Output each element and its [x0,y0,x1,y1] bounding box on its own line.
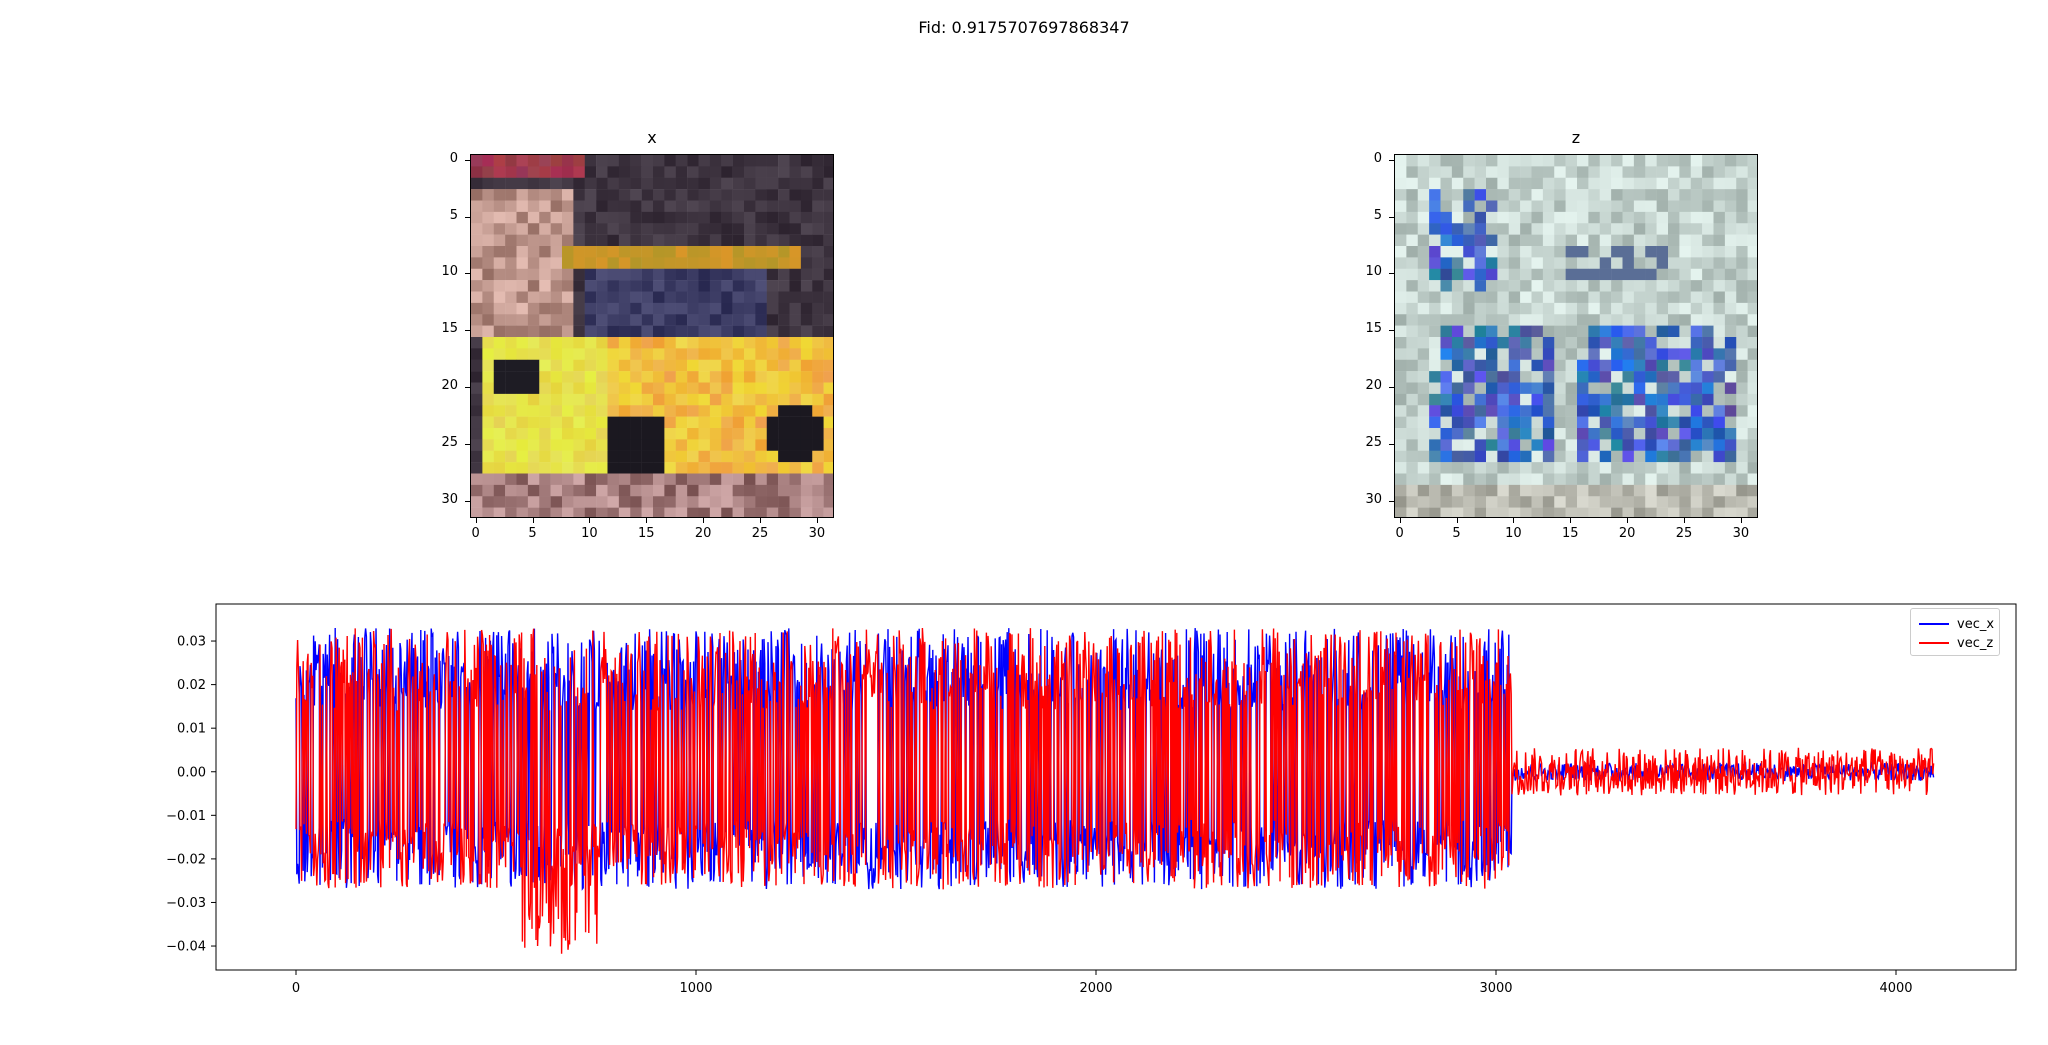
legend-label-vec-z: vec_z [1957,635,1994,651]
ytick-label: −0.03 [166,896,206,911]
xtick-x-30: 30 [808,526,826,541]
xtick-z-15: 15 [1562,526,1579,541]
xtick-z-5: 5 [1452,526,1461,541]
xtick-mark-z-5 [1456,518,1458,523]
xtick-mark-z-0 [1399,518,1401,523]
legend-swatch-vec-z [1919,642,1949,644]
xtick-x-10: 10 [581,526,598,541]
ytick-z-20: 20 [1365,378,1382,394]
ytick-x-0: 0 [449,150,458,166]
ytick-x-10: 10 [441,264,458,280]
image-z [1394,154,1758,518]
ytick-mark-z-0 [1389,159,1394,161]
xtick-z-0: 0 [1395,526,1404,541]
ytick-mark-x-20 [465,387,470,389]
xtick-z-30: 30 [1732,526,1750,541]
ytick-x-15: 15 [441,321,458,337]
xtick-mark-z-25 [1684,518,1686,523]
ytick-x-25: 25 [441,435,458,451]
xtick-label: 2000 [1079,981,1112,996]
xtick-label: 3000 [1479,981,1512,996]
ytick-mark-x-10 [465,273,470,275]
xtick-z-20: 20 [1618,526,1636,541]
ytick-label: 0.02 [177,678,206,693]
ytick-x-30: 30 [441,491,458,507]
xtick-mark-z-20 [1627,518,1629,523]
xtick-label: 0 [292,981,300,996]
xtick-x-25: 25 [751,526,769,541]
image-panel-x: x 0 0 5 5 10 10 15 15 20 20 25 25 30 30 [441,128,834,541]
ytick-z-25: 25 [1365,435,1382,451]
ytick-mark-z-15 [1389,330,1394,332]
image-title-x: x [647,128,657,147]
ytick-mark-z-10 [1389,273,1394,275]
ytick-mark-x-25 [465,444,470,446]
xtick-x-15: 15 [638,526,655,541]
xtick-mark-x-0 [475,518,477,523]
image-panel-z: z 0 0 5 5 10 10 15 15 20 20 25 25 30 30 [1365,128,1758,541]
ytick-mark-z-30 [1389,500,1394,502]
ytick-mark-x-0 [465,159,470,161]
xtick-mark-x-20 [703,518,705,523]
ytick-label: −0.04 [166,940,206,955]
ytick-mark-z-20 [1389,387,1394,389]
xtick-x-5: 5 [528,526,537,541]
ytick-label: 0.00 [177,765,206,780]
ytick-z-10: 10 [1365,264,1382,280]
ytick-z-0: 0 [1373,150,1382,166]
ytick-z-30: 30 [1365,491,1382,507]
ytick-x-5: 5 [449,207,458,223]
ytick-z-5: 5 [1373,207,1382,223]
xtick-mark-x-30 [816,518,818,523]
xtick-mark-z-10 [1513,518,1515,523]
legend: vec_x vec_z [1910,608,2000,656]
legend-item-vec-x: vec_x [1919,615,1994,633]
ytick-label: 0.01 [177,722,206,737]
xtick-mark-x-10 [589,518,591,523]
xtick-mark-z-30 [1740,518,1742,523]
figure-title: Fid: 0.9175707697868347 [918,18,1130,37]
ytick-mark-z-25 [1389,444,1394,446]
ytick-x-20: 20 [441,378,458,394]
ytick-mark-z-5 [1389,216,1394,218]
ytick-mark-x-30 [465,500,470,502]
xtick-mark-x-25 [760,518,762,523]
xtick-z-10: 10 [1505,526,1522,541]
ytick-label: −0.02 [166,852,206,867]
xtick-mark-x-15 [646,518,648,523]
ytick-label: 0.03 [177,635,206,650]
ytick-label: −0.01 [166,809,206,824]
legend-item-vec-z: vec_z [1919,634,1993,652]
ytick-z-15: 15 [1365,321,1382,337]
ytick-mark-x-5 [465,216,470,218]
xtick-label: 1000 [679,981,712,996]
xtick-label: 4000 [1879,981,1912,996]
xtick-x-0: 0 [471,526,480,541]
legend-label-vec-x: vec_x [1957,616,1995,632]
xtick-z-25: 25 [1675,526,1693,541]
ytick-mark-x-15 [465,330,470,332]
xtick-mark-x-5 [532,518,534,523]
series-vec-z-line [295,628,1935,954]
xtick-x-20: 20 [694,526,712,541]
image-title-z: z [1571,128,1581,147]
legend-swatch-vec-x [1919,623,1949,625]
image-x [470,154,834,518]
xtick-mark-z-15 [1570,518,1572,523]
